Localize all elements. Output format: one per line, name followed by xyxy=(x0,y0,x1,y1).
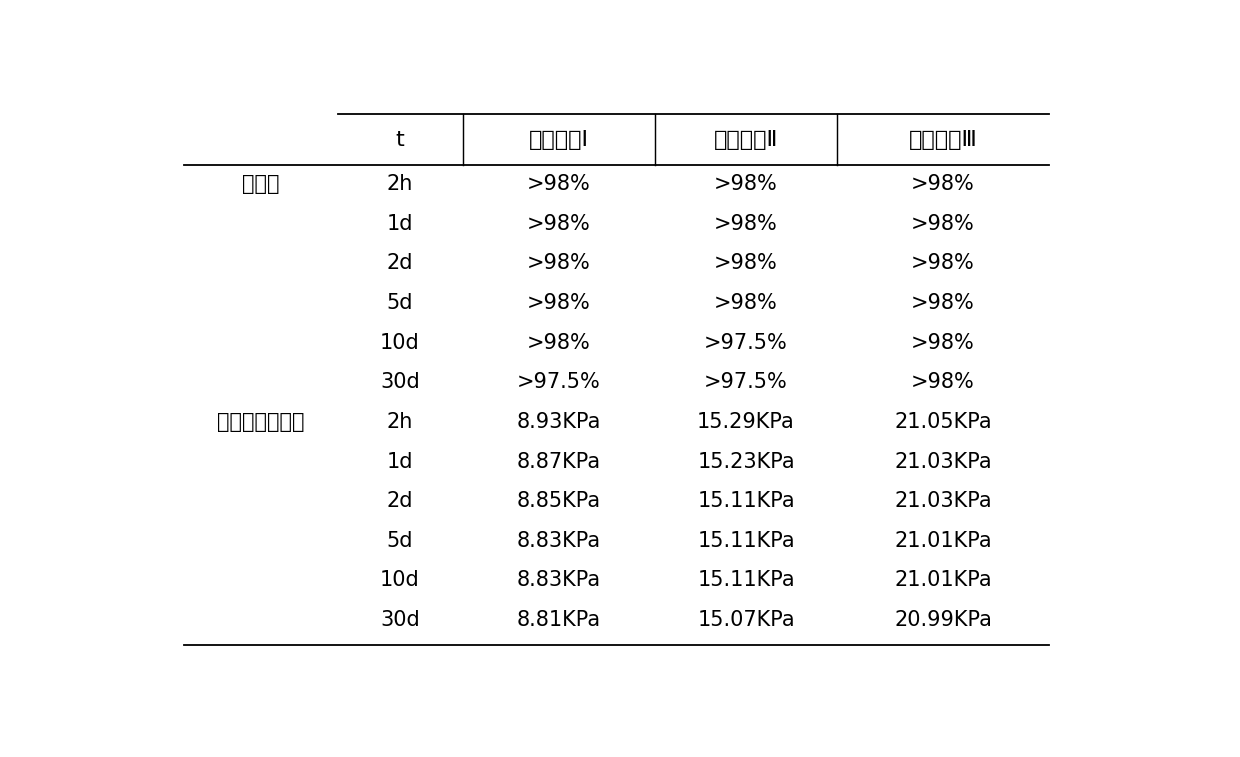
Text: t: t xyxy=(396,130,404,151)
Text: >98%: >98% xyxy=(527,332,590,353)
Text: 透明体模Ⅰ: 透明体模Ⅰ xyxy=(528,130,589,151)
Text: 1d: 1d xyxy=(387,452,413,472)
Text: 8.83KPa: 8.83KPa xyxy=(517,571,600,590)
Text: 15.11KPa: 15.11KPa xyxy=(697,491,795,511)
Text: 15.11KPa: 15.11KPa xyxy=(697,531,795,551)
Text: 15.23KPa: 15.23KPa xyxy=(697,452,795,472)
Text: >98%: >98% xyxy=(527,174,590,194)
Text: 30d: 30d xyxy=(381,610,420,630)
Text: 21.01KPa: 21.01KPa xyxy=(894,571,992,590)
Text: >98%: >98% xyxy=(714,293,777,313)
Text: >98%: >98% xyxy=(714,254,777,273)
Text: 21.01KPa: 21.01KPa xyxy=(894,531,992,551)
Text: >98%: >98% xyxy=(527,213,590,234)
Text: >97.5%: >97.5% xyxy=(704,372,787,392)
Text: 2h: 2h xyxy=(387,174,413,194)
Text: >97.5%: >97.5% xyxy=(517,372,600,392)
Text: 弹性模量测量值: 弹性模量测量值 xyxy=(217,412,305,432)
Text: >98%: >98% xyxy=(527,254,590,273)
Text: >98%: >98% xyxy=(911,174,975,194)
Text: >98%: >98% xyxy=(911,254,975,273)
Text: 10d: 10d xyxy=(381,332,420,353)
Text: 透明体模Ⅱ: 透明体模Ⅱ xyxy=(714,130,779,151)
Text: >98%: >98% xyxy=(714,174,777,194)
Text: 15.29KPa: 15.29KPa xyxy=(697,412,795,432)
Text: 30d: 30d xyxy=(381,372,420,392)
Text: 21.03KPa: 21.03KPa xyxy=(894,452,992,472)
Text: 透明体模Ⅲ: 透明体模Ⅲ xyxy=(909,130,977,151)
Text: 8.85KPa: 8.85KPa xyxy=(517,491,600,511)
Text: 8.93KPa: 8.93KPa xyxy=(516,412,601,432)
Text: >98%: >98% xyxy=(911,293,975,313)
Text: 透光率: 透光率 xyxy=(242,174,279,194)
Text: >98%: >98% xyxy=(911,332,975,353)
Text: 8.83KPa: 8.83KPa xyxy=(517,531,600,551)
Text: 21.03KPa: 21.03KPa xyxy=(894,491,992,511)
Text: 15.07KPa: 15.07KPa xyxy=(697,610,795,630)
Text: 1d: 1d xyxy=(387,213,413,234)
Text: 2h: 2h xyxy=(387,412,413,432)
Text: 8.81KPa: 8.81KPa xyxy=(517,610,600,630)
Text: >98%: >98% xyxy=(527,293,590,313)
Text: >98%: >98% xyxy=(714,213,777,234)
Text: 15.11KPa: 15.11KPa xyxy=(697,571,795,590)
Text: 10d: 10d xyxy=(381,571,420,590)
Text: >98%: >98% xyxy=(911,213,975,234)
Text: 5d: 5d xyxy=(387,531,413,551)
Text: 8.87KPa: 8.87KPa xyxy=(517,452,600,472)
Text: 2d: 2d xyxy=(387,491,413,511)
Text: >97.5%: >97.5% xyxy=(704,332,787,353)
Text: 2d: 2d xyxy=(387,254,413,273)
Text: 21.05KPa: 21.05KPa xyxy=(894,412,992,432)
Text: 5d: 5d xyxy=(387,293,413,313)
Text: 20.99KPa: 20.99KPa xyxy=(894,610,992,630)
Text: >98%: >98% xyxy=(911,372,975,392)
